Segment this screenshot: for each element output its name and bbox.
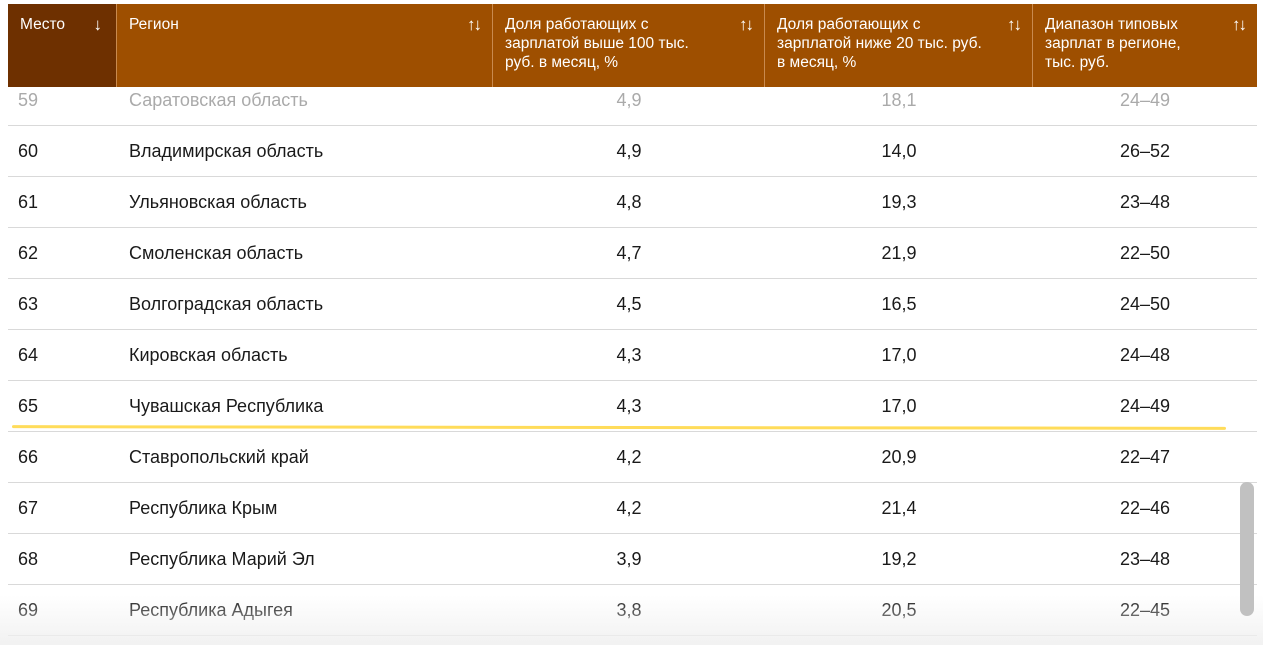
above-100k-cell: 4,5 [616, 293, 642, 314]
table-row: 59 Саратовская область 4,9 18,1 24–49 [8, 75, 1257, 126]
below-20k-cell: 18,1 [881, 89, 917, 110]
salary-range-cell: 26–52 [1119, 140, 1171, 161]
region-cell: Ставропольский край [129, 446, 309, 467]
region-cell: Ульяновская область [129, 191, 307, 212]
column-label: Диапазон типовых зарплат в регионе, тыс.… [1045, 16, 1181, 71]
above-100k-cell: 4,8 [616, 191, 642, 212]
below-20k-cell: 21,4 [881, 497, 917, 518]
salary-range-cell: 24–49 [1119, 395, 1171, 416]
salary-range-cell: 24–48 [1119, 344, 1171, 365]
table-row: 67 Республика Крым 4,2 21,4 22–46 [8, 483, 1257, 534]
below-20k-cell: 14,0 [881, 140, 917, 161]
table-row: 60 Владимирская область 4,9 14,0 26–52 [8, 126, 1257, 177]
sort-icon[interactable]: ↑↓ [1232, 15, 1247, 34]
above-100k-cell: 4,7 [616, 242, 642, 263]
salary-range-cell: 22–50 [1119, 242, 1171, 263]
region-cell: Волгоградская область [129, 293, 324, 314]
column-label: Место [20, 16, 66, 33]
region-cell: Саратовская область [129, 89, 308, 110]
column-header-below-20k[interactable]: Доля работающих с зарплатой ниже 20 тыс.… [765, 4, 1033, 87]
table-row: 69 Республика Адыгея 3,8 20,5 22–45 [8, 585, 1257, 636]
column-header-rank[interactable]: Место ↓ [8, 4, 117, 87]
table-row: 64 Кировская область 4,3 17,0 24–48 [8, 330, 1257, 381]
rank-cell: 61 [18, 191, 39, 212]
sort-icon[interactable]: ↑↓ [739, 15, 754, 34]
column-label: Доля работающих с зарплатой выше 100 тыс… [505, 16, 689, 71]
column-header-above-100k[interactable]: Доля работающих с зарплатой выше 100 тыс… [493, 4, 765, 87]
above-100k-cell: 4,9 [616, 89, 642, 110]
column-label: Доля работающих с зарплатой ниже 20 тыс.… [777, 16, 982, 71]
column-header-salary-range[interactable]: Диапазон типовых зарплат в регионе, тыс.… [1033, 4, 1257, 87]
below-20k-cell: 19,2 [881, 548, 917, 569]
region-cell: Республика Адыгея [129, 599, 293, 620]
table-row: 61 Ульяновская область 4,8 19,3 23–48 [8, 177, 1257, 228]
salary-range-cell: 23–48 [1119, 548, 1171, 569]
below-20k-cell: 17,0 [881, 395, 917, 416]
region-cell: Кировская область [129, 344, 288, 365]
below-20k-cell: 20,9 [881, 446, 917, 467]
rank-cell: 59 [18, 89, 39, 110]
salary-range-cell: 23–48 [1119, 191, 1171, 212]
table-row: 63 Волгоградская область 4,5 16,5 24–50 [8, 279, 1257, 330]
sort-icon[interactable]: ↑↓ [1007, 15, 1022, 34]
sort-desc-icon[interactable]: ↓ [93, 15, 102, 34]
below-20k-cell: 21,9 [881, 242, 917, 263]
salary-range-cell: 24–49 [1119, 89, 1171, 110]
below-20k-cell: 20,5 [881, 599, 917, 620]
table-row: 62 Смоленская область 4,7 21,9 22–50 [8, 228, 1257, 279]
salary-range-cell: 22–47 [1119, 446, 1171, 467]
rank-cell: 67 [18, 497, 39, 518]
region-cell: Смоленская область [129, 242, 304, 263]
table-row: 65 Чувашская Республика 4,3 17,0 24–49 [8, 381, 1257, 432]
table-body: 59 Саратовская область 4,9 18,1 24–49 60 Влади… [8, 75, 1257, 636]
below-20k-cell: 16,5 [881, 293, 917, 314]
region-cell: Владимирская область [129, 140, 324, 161]
above-100k-cell: 4,3 [616, 344, 642, 365]
scrollbar-thumb[interactable] [1240, 482, 1254, 616]
region-cell: Республика Крым [129, 497, 278, 518]
salary-range-cell: 24–50 [1119, 293, 1171, 314]
rank-cell: 63 [18, 293, 39, 314]
rank-cell: 60 [18, 140, 39, 161]
salary-range-cell: 22–45 [1119, 599, 1171, 620]
table-header: Место ↓ Регион ↑↓ Доля работающих с зарп… [8, 4, 1257, 87]
above-100k-cell: 4,2 [616, 446, 642, 467]
rank-cell: 64 [18, 344, 39, 365]
table-row: 68 Республика Марий Эл 3,9 19,2 23–48 [8, 534, 1257, 585]
above-100k-cell: 4,9 [616, 140, 642, 161]
sort-icon[interactable]: ↑↓ [467, 15, 482, 34]
region-cell: Республика Марий Эл [129, 548, 315, 569]
column-header-region[interactable]: Регион ↑↓ [117, 4, 493, 87]
table-row: 66 Ставропольский край 4,2 20,9 22–47 [8, 432, 1257, 483]
below-20k-cell: 17,0 [881, 344, 917, 365]
column-label: Регион [129, 16, 179, 33]
rank-cell: 66 [18, 446, 39, 467]
below-20k-cell: 19,3 [881, 191, 917, 212]
above-100k-cell: 3,9 [616, 548, 642, 569]
above-100k-cell: 4,2 [616, 497, 642, 518]
region-cell: Чувашская Республика [129, 395, 324, 416]
above-100k-cell: 3,8 [616, 599, 642, 620]
rank-cell: 68 [18, 548, 39, 569]
rank-cell: 62 [18, 242, 39, 263]
rank-cell: 69 [18, 599, 39, 620]
above-100k-cell: 4,3 [616, 395, 642, 416]
rank-cell: 65 [18, 395, 39, 416]
salary-range-cell: 22–46 [1119, 497, 1171, 518]
